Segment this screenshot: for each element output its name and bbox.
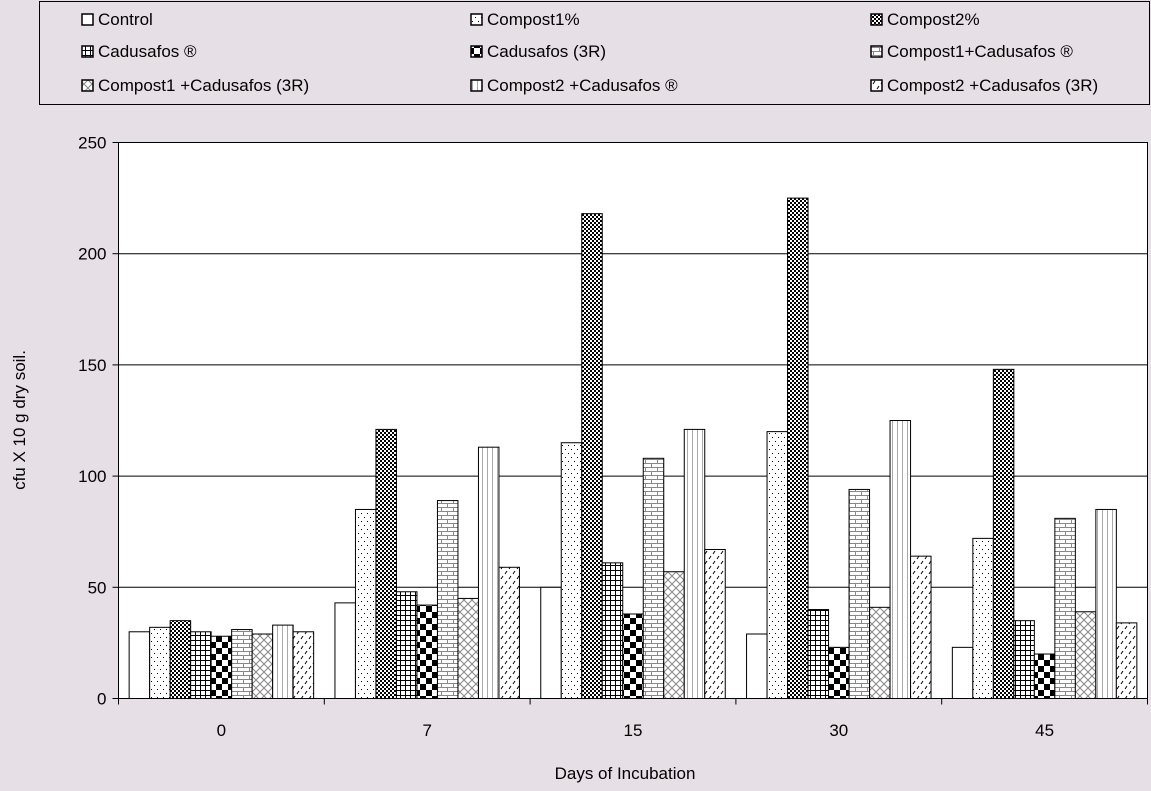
legend-label: Compost1+Cadusafos ® [887, 42, 1073, 61]
bar [251, 633, 274, 700]
x-tick-label: 30 [829, 721, 848, 740]
legend-swatch [81, 13, 94, 26]
bar [231, 629, 253, 700]
bar [416, 604, 438, 699]
y-tick-label: 250 [78, 134, 106, 153]
x-tick-label: 7 [422, 721, 431, 740]
bar [910, 555, 932, 699]
bar [354, 508, 377, 699]
y-tick-label: 50 [88, 578, 107, 597]
bar [889, 420, 912, 699]
bar [642, 457, 665, 700]
bar [992, 368, 1015, 699]
bar [869, 606, 891, 699]
bar [1054, 517, 1076, 700]
y-tick-label: 150 [78, 356, 106, 375]
legend-swatch [81, 79, 94, 92]
legend-box [39, 1, 1150, 105]
bar [622, 613, 644, 699]
y-tick-label: 100 [78, 467, 106, 486]
x-tick-label: 45 [1035, 721, 1054, 740]
x-axis-label: Days of Incubation [555, 764, 696, 783]
bar [746, 633, 768, 700]
legend-swatch [81, 45, 94, 58]
legend-label: Control [98, 10, 153, 29]
bar [477, 446, 500, 699]
bar [787, 197, 809, 699]
legend-label: Cadusafos ® [98, 42, 197, 61]
legend-swatch [870, 45, 883, 58]
legend-label: Compost2 +Cadusafos ® [487, 76, 678, 95]
bar [334, 602, 356, 699]
bar [1033, 653, 1056, 700]
bar [972, 537, 994, 700]
bar [169, 620, 192, 699]
x-tick-label: 0 [217, 721, 226, 740]
legend-swatch [470, 45, 483, 58]
x-tick-label: 15 [624, 721, 643, 740]
bar [581, 213, 603, 699]
bar [149, 626, 171, 699]
bar [457, 597, 479, 699]
bar [560, 442, 583, 699]
bar [210, 635, 233, 700]
bar [1013, 620, 1035, 699]
bar [498, 566, 520, 699]
axes: 0 50 100 150 200 250 0 7 15 30 45 [78, 134, 1148, 740]
bar [1074, 611, 1097, 699]
bar [292, 631, 315, 700]
bar [540, 586, 562, 699]
bar [190, 631, 212, 700]
bar [1095, 508, 1117, 699]
legend-swatch [870, 79, 883, 92]
bar [1115, 622, 1138, 699]
bar [704, 548, 726, 699]
legend-label: Cadusafos (3R) [487, 42, 606, 61]
legend-label: Compost1 +Cadusafos (3R) [98, 76, 309, 95]
bar [272, 624, 294, 699]
bar [807, 609, 830, 699]
legend-label: Compost2% [887, 10, 980, 29]
y-tick-label: 0 [97, 690, 106, 709]
bar [683, 428, 706, 699]
bar [601, 562, 624, 699]
bar [951, 646, 974, 700]
bar [663, 571, 685, 699]
legend-swatch [870, 13, 883, 26]
legend-label: Compost1% [487, 10, 580, 29]
bar [436, 500, 459, 699]
bars [128, 197, 1138, 700]
legend: Control Compost1% Compost2% Cadusafos ® Cadu… [81, 10, 1098, 95]
legend-swatch [470, 13, 483, 26]
y-tick-label: 200 [78, 245, 106, 264]
bar [828, 646, 850, 700]
bar [395, 591, 418, 699]
legend-swatch [470, 79, 483, 92]
bar [848, 488, 871, 699]
bar [375, 428, 397, 699]
legend-label: Compost2 +Cadusafos (3R) [887, 76, 1098, 95]
y-axis-label: cfu X 10 g dry soil. [10, 350, 29, 490]
bar [766, 431, 789, 699]
bar [128, 631, 151, 700]
